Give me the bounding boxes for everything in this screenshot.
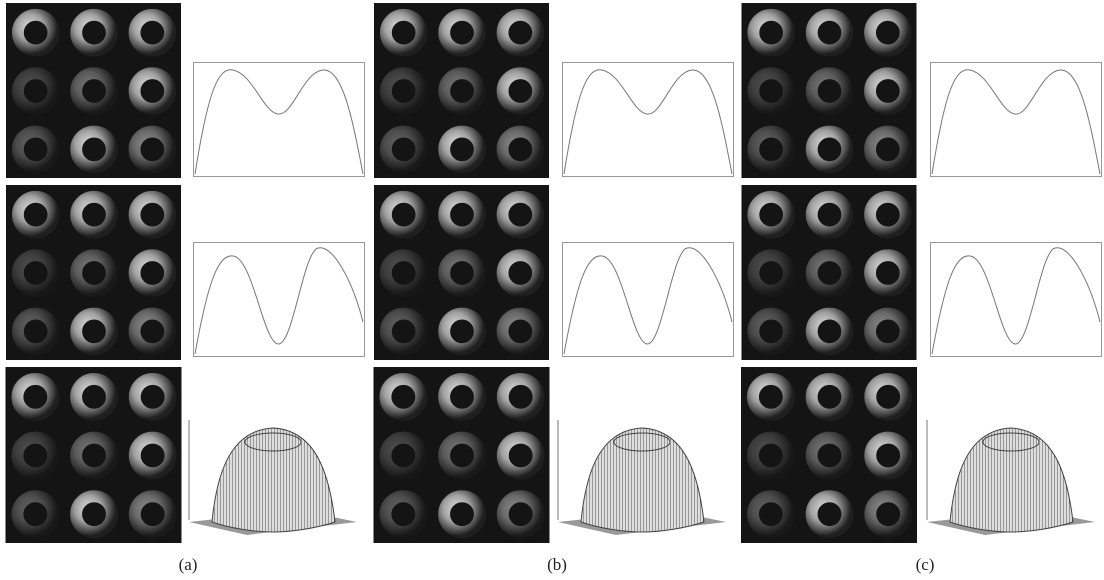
plot bbox=[931, 63, 1102, 177]
plot bbox=[194, 63, 365, 177]
image bbox=[6, 185, 181, 360]
image bbox=[742, 185, 917, 360]
surface-plot bbox=[558, 420, 726, 535]
panel-label: (b) bbox=[547, 555, 567, 574]
plot bbox=[931, 243, 1102, 357]
image bbox=[6, 3, 181, 178]
image bbox=[374, 3, 549, 178]
panel-label: (c) bbox=[916, 555, 935, 574]
panel-label: (a) bbox=[179, 555, 198, 574]
surface-plot bbox=[189, 420, 357, 535]
image bbox=[374, 367, 550, 543]
plot bbox=[563, 243, 734, 357]
surface-plot bbox=[927, 420, 1095, 535]
panel-a: (a) bbox=[6, 3, 365, 574]
figure: (a) (b) (c) bbox=[0, 0, 1104, 580]
image bbox=[374, 185, 549, 360]
plot bbox=[563, 63, 734, 177]
image bbox=[741, 367, 917, 543]
plot bbox=[194, 243, 365, 357]
image bbox=[6, 367, 182, 543]
image bbox=[742, 3, 917, 178]
panel-c: (c) bbox=[741, 3, 1102, 574]
panel-b: (b) bbox=[374, 3, 734, 574]
